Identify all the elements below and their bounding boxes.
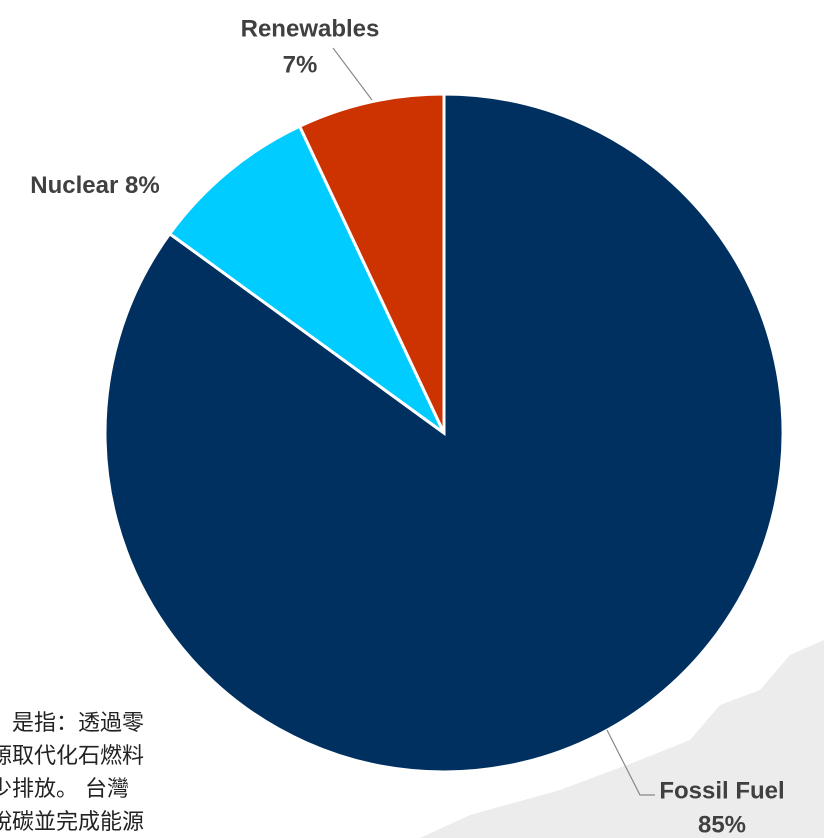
note-line: 少排放。 台灣 — [0, 777, 129, 802]
note-line: ：是指：透過零 — [0, 711, 144, 736]
label-value: 7% — [283, 51, 318, 78]
note-line: 源取代化石燃料 — [0, 744, 144, 769]
label-name: Renewables — [241, 15, 380, 42]
pie-slice — [297, 92, 446, 434]
leader-line — [332, 47, 373, 101]
map-background — [420, 640, 824, 838]
pie-slice — [103, 92, 785, 774]
note-line: 脫碳並完成能源 — [0, 810, 144, 835]
data-label: Nuclear 8% — [30, 172, 159, 199]
label-name: Fossil Fuel — [659, 777, 784, 804]
label-name: Nuclear — [30, 172, 118, 199]
label-value: 8% — [125, 172, 160, 199]
pie-slice — [167, 124, 446, 435]
leader-line — [606, 729, 655, 796]
label-value: 85% — [698, 811, 746, 838]
